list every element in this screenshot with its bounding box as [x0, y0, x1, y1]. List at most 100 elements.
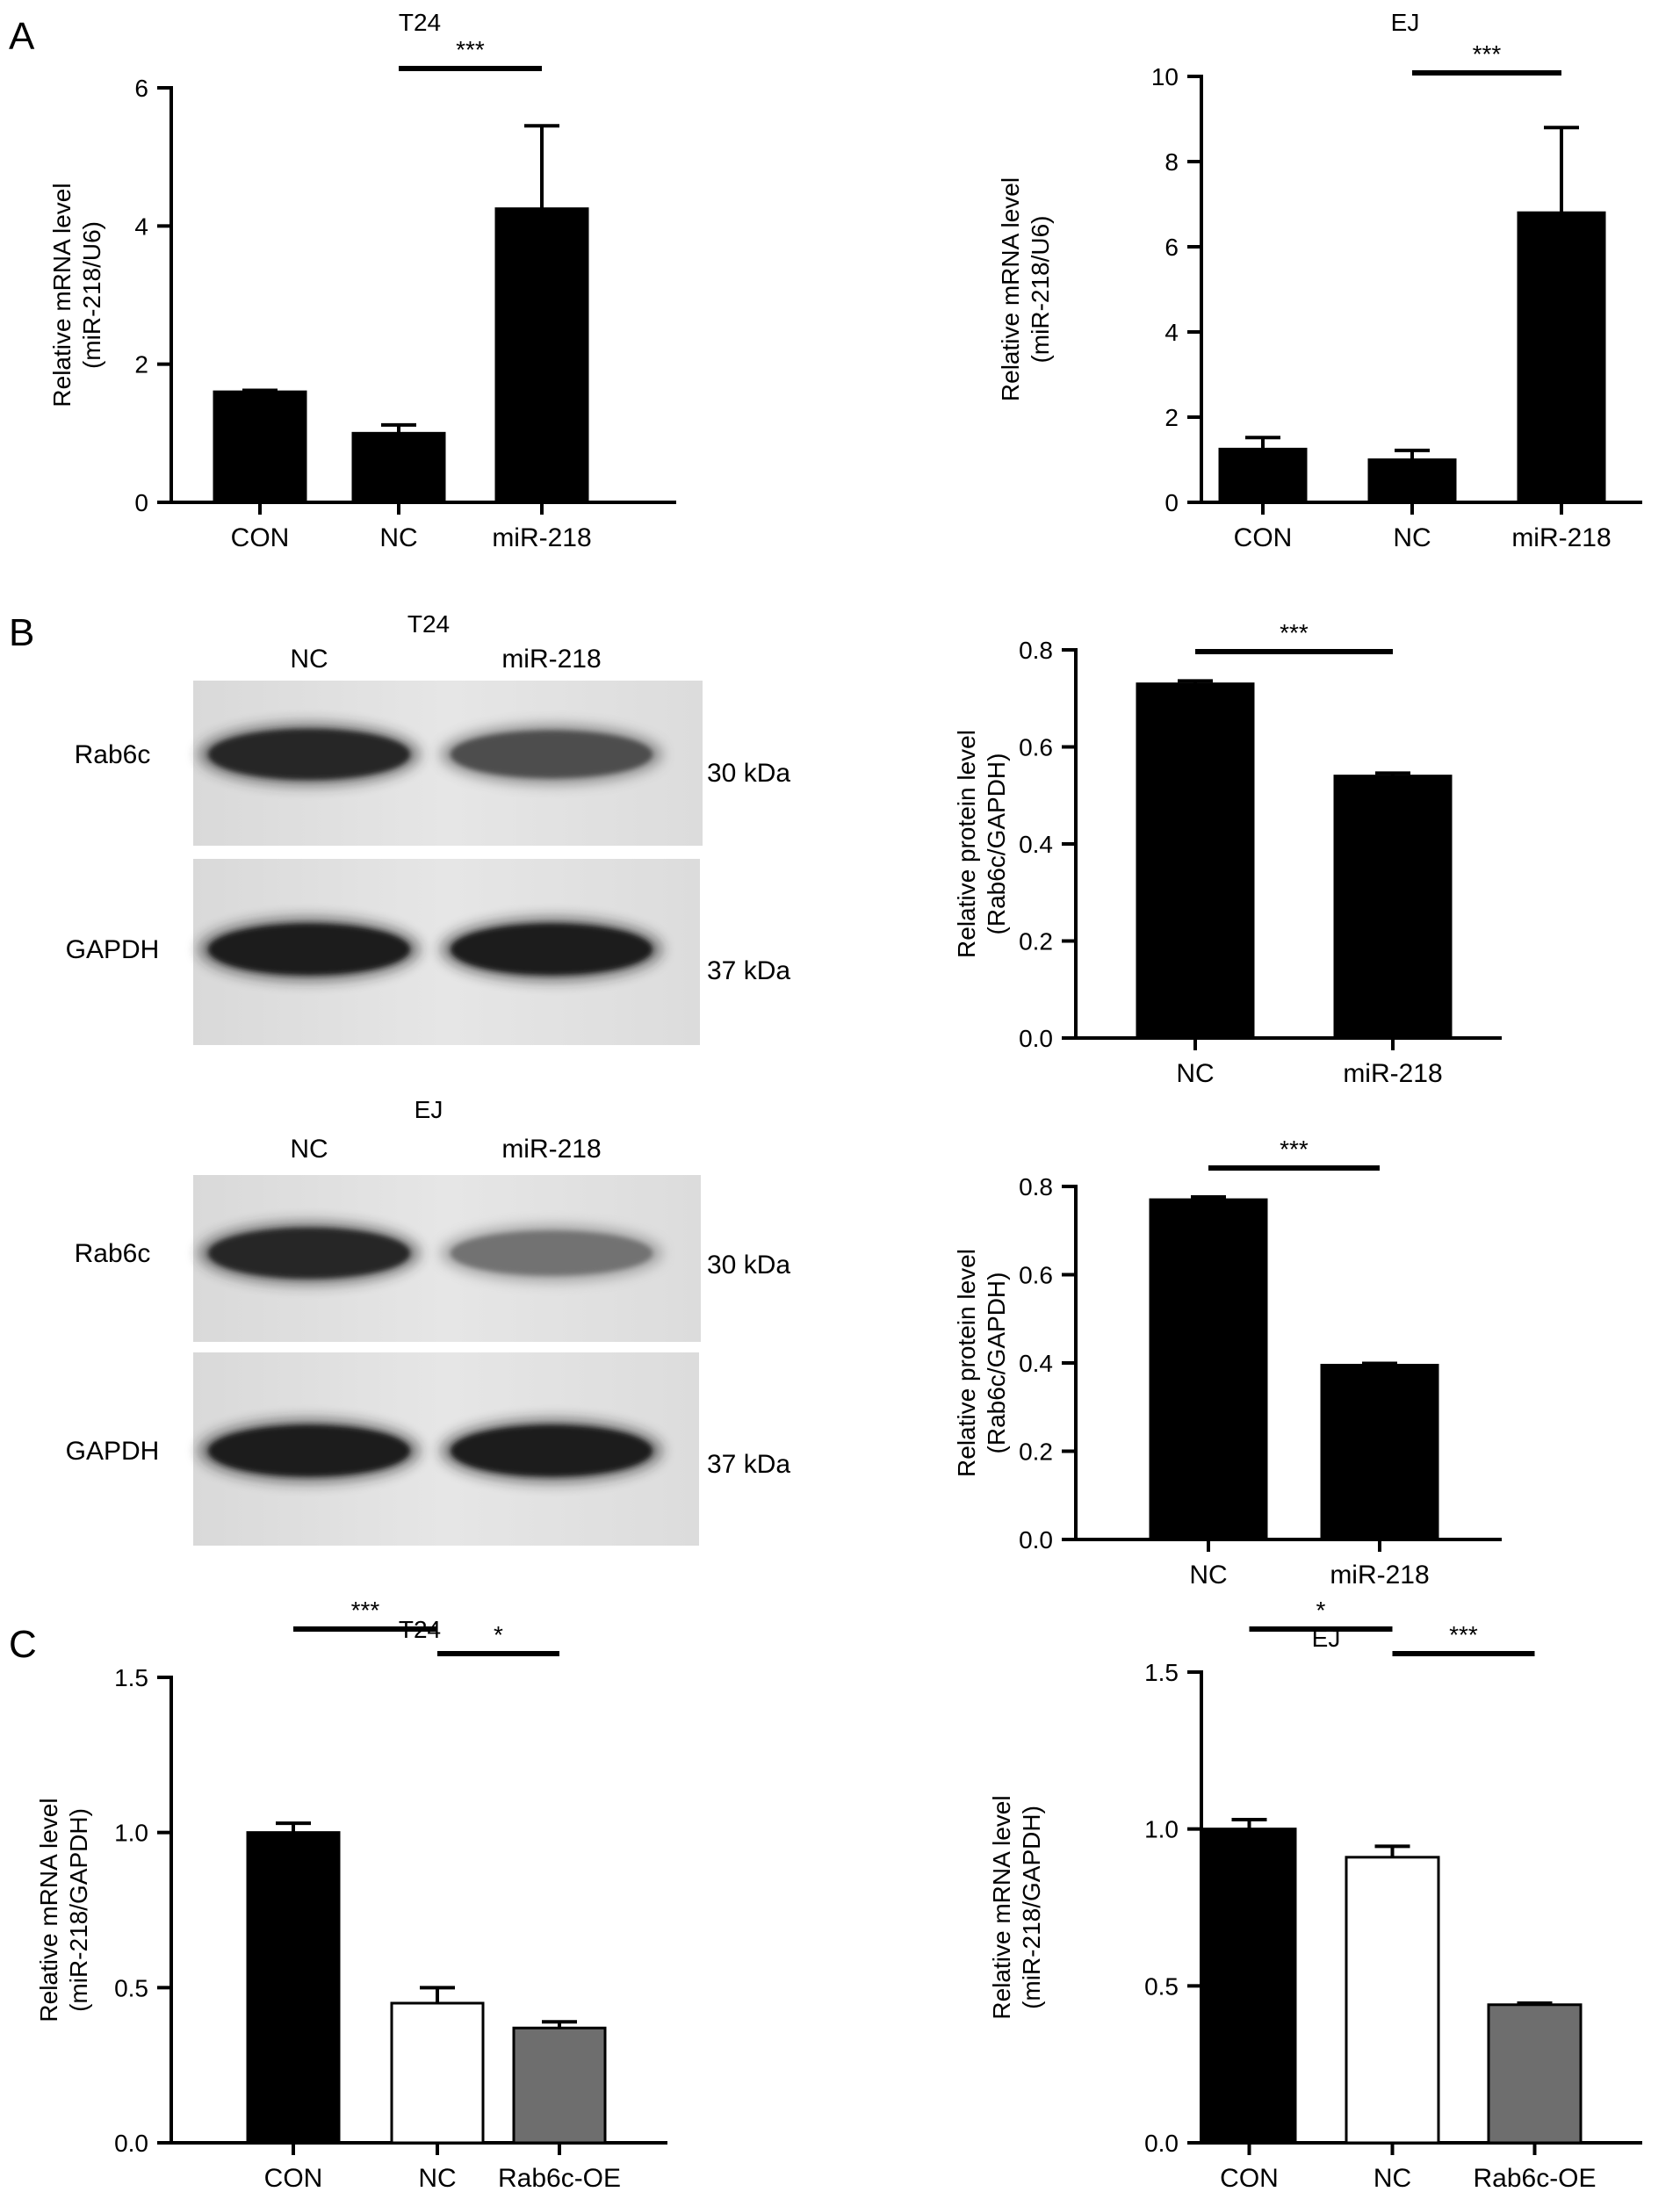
- bar: [1320, 1364, 1439, 1541]
- y-axis-label-line: Relative protein level: [953, 730, 980, 958]
- x-tick-label: NC: [1176, 1059, 1214, 1088]
- x-tick-label: CON: [1234, 523, 1293, 552]
- x-tick-label: NC: [418, 2164, 456, 2193]
- chart-a-ej: 0 2 4 6 8 10 CON NC miR-218 EJ Relative mRNA level…: [997, 9, 1642, 552]
- bar: [351, 431, 446, 504]
- band-size-label: 30 kDa: [707, 1251, 790, 1280]
- bar: [1517, 211, 1606, 504]
- x-tick-label: Rab6c-OE: [498, 2164, 621, 2193]
- y-axis-label: Relative protein level (Rab6c/GAPDH)Rela…: [953, 1249, 1010, 1477]
- band: [451, 1424, 653, 1477]
- y-axis-label-text: Relative mRNA level (miR-218/GAPDH)Relat…: [35, 1798, 92, 2022]
- panel-label-b: B: [9, 611, 34, 654]
- y-axis-label: Relative protein level (Rab6c/GAPDH)Rela…: [953, 730, 1010, 958]
- y-tick-label: 0.2: [1019, 1438, 1053, 1466]
- bar: [213, 390, 307, 504]
- bar: [1367, 458, 1457, 504]
- lane-label: miR-218: [501, 1135, 601, 1164]
- bar: [1136, 682, 1255, 1040]
- band: [208, 923, 410, 976]
- chart-title: EJ: [1391, 9, 1420, 36]
- x-tick-label: CON: [231, 523, 290, 552]
- protein-label: GAPDH: [66, 935, 160, 964]
- y-tick-label: 0: [1164, 489, 1179, 516]
- y-axis-label-line: Relative mRNA level: [35, 1798, 62, 2022]
- significance-label: ***: [1449, 1621, 1478, 1648]
- y-axis-label-line: (Rab6c/GAPDH): [983, 1273, 1010, 1454]
- y-tick-label: 0.8: [1019, 1173, 1053, 1200]
- y-tick-label: 0: [134, 489, 148, 516]
- panel-label-c: C: [9, 1623, 37, 1666]
- y-tick-label: 2: [134, 351, 148, 379]
- y-axis-label: Relative mRNA level (miR-218/GAPDH)Relat…: [988, 1795, 1045, 2019]
- y-tick-label: 4: [1164, 319, 1179, 346]
- y-axis-label: Relative mRNA level (miR-218/U6)Relative…: [48, 183, 105, 407]
- significance-label: ***: [351, 1597, 380, 1624]
- bar: [512, 2026, 607, 2145]
- y-tick-label: 0.0: [1144, 2130, 1179, 2157]
- y-axis-label-line: (miR-218/U6): [1027, 215, 1054, 363]
- y-tick-label: 0.8: [1019, 637, 1053, 664]
- y-tick-label: 4: [134, 213, 148, 240]
- western-blot-t24: T24 NC miR-218 Rab6c 30 kDa GAPDH 37 kDa: [66, 610, 790, 1045]
- lane-label: NC: [290, 645, 328, 674]
- y-tick-label: 1.0: [114, 1820, 148, 1847]
- bar: [246, 1831, 341, 2145]
- x-tick-label: miR-218: [1330, 1561, 1429, 1590]
- bar: [494, 207, 589, 504]
- bar: [1345, 1856, 1440, 2145]
- x-tick-label: CON: [264, 2164, 323, 2193]
- y-tick-label: 2: [1164, 404, 1179, 431]
- y-axis-label-text: Relative mRNA level (miR-218/U6)Relative…: [48, 183, 105, 407]
- significance-label: ***: [1473, 40, 1502, 68]
- band: [451, 730, 653, 779]
- y-tick-label: 1.5: [1144, 1659, 1179, 1686]
- y-axis-label-line: Relative mRNA level: [997, 177, 1024, 401]
- significance-label: *: [494, 1621, 503, 1648]
- band: [451, 1230, 653, 1276]
- y-tick-label: 6: [1164, 234, 1179, 261]
- protein-label: Rab6c: [75, 740, 151, 769]
- y-axis-label-text: Relative protein level (Rab6c/GAPDH)Rela…: [953, 730, 1010, 958]
- x-tick-label: miR-218: [492, 523, 591, 552]
- y-axis-label-text: Relative mRNA level (miR-218/GAPDH)Relat…: [988, 1795, 1045, 2019]
- bar: [1201, 1828, 1297, 2145]
- y-tick-label: 0.0: [1019, 1025, 1053, 1052]
- x-tick-label: NC: [1374, 2164, 1411, 2193]
- y-tick-label: 1.5: [114, 1664, 148, 1691]
- chart-b-t24-quant: 0.0 0.2 0.4 0.6 0.8 NC miR-218 Relative protein…: [953, 619, 1502, 1088]
- significance-label: ***: [1280, 619, 1309, 646]
- significance-label: ***: [456, 36, 485, 63]
- lane-label: miR-218: [501, 645, 601, 674]
- x-tick-label: NC: [379, 523, 417, 552]
- band: [208, 1228, 410, 1279]
- band: [208, 1424, 410, 1477]
- bar: [1487, 2003, 1583, 2145]
- y-tick-label: 0.5: [114, 1974, 148, 2001]
- band-size-label: 37 kDa: [707, 956, 790, 985]
- band-size-label: 30 kDa: [707, 759, 790, 788]
- x-tick-label: Rab6c-OE: [1473, 2164, 1596, 2193]
- panel-label-a: A: [9, 15, 35, 58]
- bar: [390, 2001, 485, 2145]
- y-axis-label-line: (Rab6c/GAPDH): [983, 753, 1010, 935]
- blot-title: T24: [407, 610, 450, 638]
- y-tick-label: 0.6: [1019, 734, 1053, 761]
- y-tick-label: 0.4: [1019, 831, 1053, 858]
- chart-a-t24: 0 2 4 6 CON NC miR-218 T24 Relative mRNA level (…: [48, 9, 676, 552]
- y-tick-label: 0.5: [1144, 1972, 1179, 2000]
- y-tick-label: 8: [1164, 148, 1179, 176]
- blot-title: EJ: [415, 1096, 443, 1123]
- y-axis-label-text: Relative mRNA level (miR-218/U6)Relative…: [997, 177, 1054, 401]
- band: [451, 923, 653, 976]
- y-tick-label: 0.4: [1019, 1350, 1053, 1377]
- band-size-label: 37 kDa: [707, 1450, 790, 1479]
- y-axis-label-line: Relative protein level: [953, 1249, 980, 1477]
- chart-b-ej-quant: 0.0 0.2 0.4 0.6 0.8 NC miR-218 Relative protein…: [953, 1136, 1502, 1590]
- y-axis-label-line: (miR-218/GAPDH): [1018, 1806, 1045, 2009]
- protein-label: Rab6c: [75, 1239, 151, 1268]
- y-axis-label: Relative mRNA level (miR-218/GAPDH)Relat…: [35, 1798, 92, 2022]
